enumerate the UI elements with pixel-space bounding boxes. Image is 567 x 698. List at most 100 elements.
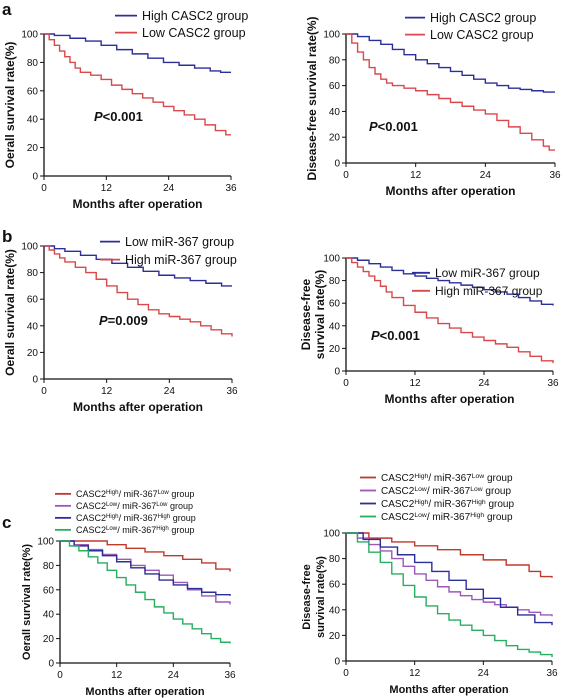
- series-line-4: [346, 532, 553, 658]
- chart-panel-2: 0 12 24 36 0 20 40 60 80 100 Months after operatio…: [305, 11, 561, 198]
- y-tick-label: 20: [27, 348, 39, 359]
- legend-label-part: / miR-367: [117, 525, 156, 535]
- y-tick-label: 0: [48, 659, 54, 670]
- x-axis-label: Months after operation: [389, 684, 508, 696]
- legend-label-part: CASC2: [76, 489, 106, 499]
- y-tick-label: 0: [32, 172, 38, 183]
- y-tick-label: 80: [27, 58, 39, 69]
- y-axis-label: Disease-free survival rate(%): [305, 16, 319, 180]
- p-value: P<0.001: [369, 119, 418, 134]
- legend-label-superscript: High: [470, 512, 484, 519]
- series-line-1: [346, 257, 554, 306]
- legend-label-superscript: Low: [414, 512, 427, 519]
- x-tick-label: 12: [101, 183, 113, 194]
- legend-label: Low CASC2 group: [142, 26, 246, 40]
- x-tick-label: 0: [41, 386, 47, 397]
- legend-label: CASC2High/ miR-367High group: [381, 499, 514, 511]
- legend-label-part: group: [486, 499, 515, 510]
- y-axis-label-line: Disease-free survival rate(%): [305, 16, 319, 180]
- series-line-2: [44, 245, 233, 337]
- p-value-text: <0.001: [103, 109, 143, 124]
- y-axis-label: Oerall survival rate(%): [3, 42, 17, 169]
- legend-label-part: group: [484, 473, 513, 484]
- p-value-symbol: P: [94, 109, 103, 124]
- x-axis-label: Months after operation: [72, 197, 202, 211]
- p-value: P<0.001: [94, 109, 143, 124]
- panel-letter: b: [2, 227, 12, 246]
- p-value-text: <0.001: [378, 119, 418, 134]
- y-tick-label: 0: [32, 375, 38, 386]
- series-line-2: [346, 257, 554, 364]
- y-tick-label: 100: [323, 30, 340, 41]
- legend-label-part: group: [169, 525, 195, 535]
- x-tick-label: 36: [224, 670, 236, 681]
- x-tick-label: 36: [549, 170, 561, 181]
- x-tick-label: 0: [343, 668, 349, 679]
- series-line-2: [44, 33, 231, 136]
- y-tick-label: 80: [27, 268, 39, 279]
- legend-label-part: group: [169, 489, 195, 499]
- legend-label-superscript: High: [414, 499, 428, 506]
- legend-label: Low miR-367 group: [435, 266, 540, 280]
- panel-letter: a: [2, 0, 12, 19]
- x-tick-label: 24: [480, 170, 492, 181]
- legend-label-part: / miR-367: [119, 513, 158, 523]
- x-tick-label: 0: [41, 183, 47, 194]
- legend-label-part: / miR-367: [117, 501, 156, 511]
- legend-label-superscript: High: [106, 489, 119, 496]
- y-tick-label: 40: [329, 107, 341, 118]
- legend-label-part: CASC2: [381, 512, 415, 523]
- y-tick-label: 60: [43, 585, 55, 596]
- y-tick-label: 100: [21, 242, 38, 253]
- y-axis-label-line: survival rate(%): [313, 270, 327, 359]
- y-tick-label: 60: [329, 580, 341, 591]
- legend-label-part: / miR-367: [427, 486, 471, 497]
- legend-label: CASC2Low/ miR-367High group: [381, 512, 513, 524]
- y-axis-label-line: Disease-free: [301, 564, 313, 629]
- x-tick-label: 36: [226, 386, 238, 397]
- y-tick-label: 40: [27, 115, 39, 126]
- y-axis-label: Oerall survival rate(%): [3, 249, 17, 376]
- legend-label-superscript: Low: [106, 501, 118, 508]
- chart-panel-1: 0 12 24 36 0 20 40 60 80 100 Months after operatio…: [2, 0, 248, 211]
- y-tick-label: 100: [37, 537, 54, 548]
- y-tick-label: 0: [334, 367, 340, 378]
- legend-label-part: / miR-367: [428, 473, 472, 484]
- legend-label-superscript: High: [156, 525, 169, 532]
- chart-panel-6: 0 12 24 36 0 20 40 60 80 100 Months after operatio…: [301, 473, 558, 697]
- series-line-4: [60, 540, 231, 644]
- legend-label: High CASC2 group: [430, 11, 536, 25]
- legend-label-part: CASC2: [76, 513, 106, 523]
- x-tick-label: 24: [478, 378, 490, 389]
- y-tick-label: 100: [323, 529, 340, 540]
- legend-label-superscript: Low: [158, 489, 170, 496]
- y-tick-label: 80: [329, 55, 341, 66]
- x-tick-label: 24: [168, 670, 180, 681]
- legend-label-part: group: [483, 486, 512, 497]
- y-axis-label-line: survival rate(%): [315, 556, 327, 638]
- y-tick-label: 100: [21, 30, 38, 41]
- legend-label-part: group: [170, 513, 196, 523]
- p-value: P<0.001: [371, 328, 420, 343]
- legend-label-part: CASC2: [381, 486, 415, 497]
- y-axis-label-line: Disease-free: [299, 278, 313, 350]
- x-axis-label: Months after operation: [85, 686, 204, 698]
- y-tick-label: 20: [27, 143, 39, 154]
- legend-label-part: / miR-367: [428, 499, 472, 510]
- legend-label: CASC2Low/ miR-367High group: [76, 525, 194, 536]
- legend-label-part: CASC2: [381, 473, 415, 484]
- legend-label: CASC2Low/ miR-367Low group: [381, 486, 511, 498]
- legend-label: Low CASC2 group: [430, 28, 534, 42]
- y-tick-label: 20: [43, 634, 55, 645]
- x-tick-label: 12: [410, 170, 422, 181]
- y-tick-label: 60: [27, 86, 39, 97]
- legend-label-part: group: [484, 512, 513, 523]
- x-tick-label: 36: [547, 378, 559, 389]
- series-line-2: [346, 33, 555, 151]
- legend-label-superscript: Low: [156, 501, 168, 508]
- x-axis-label: Months after operation: [385, 184, 515, 198]
- y-tick-label: 60: [329, 299, 341, 310]
- p-value-symbol: P: [99, 313, 108, 328]
